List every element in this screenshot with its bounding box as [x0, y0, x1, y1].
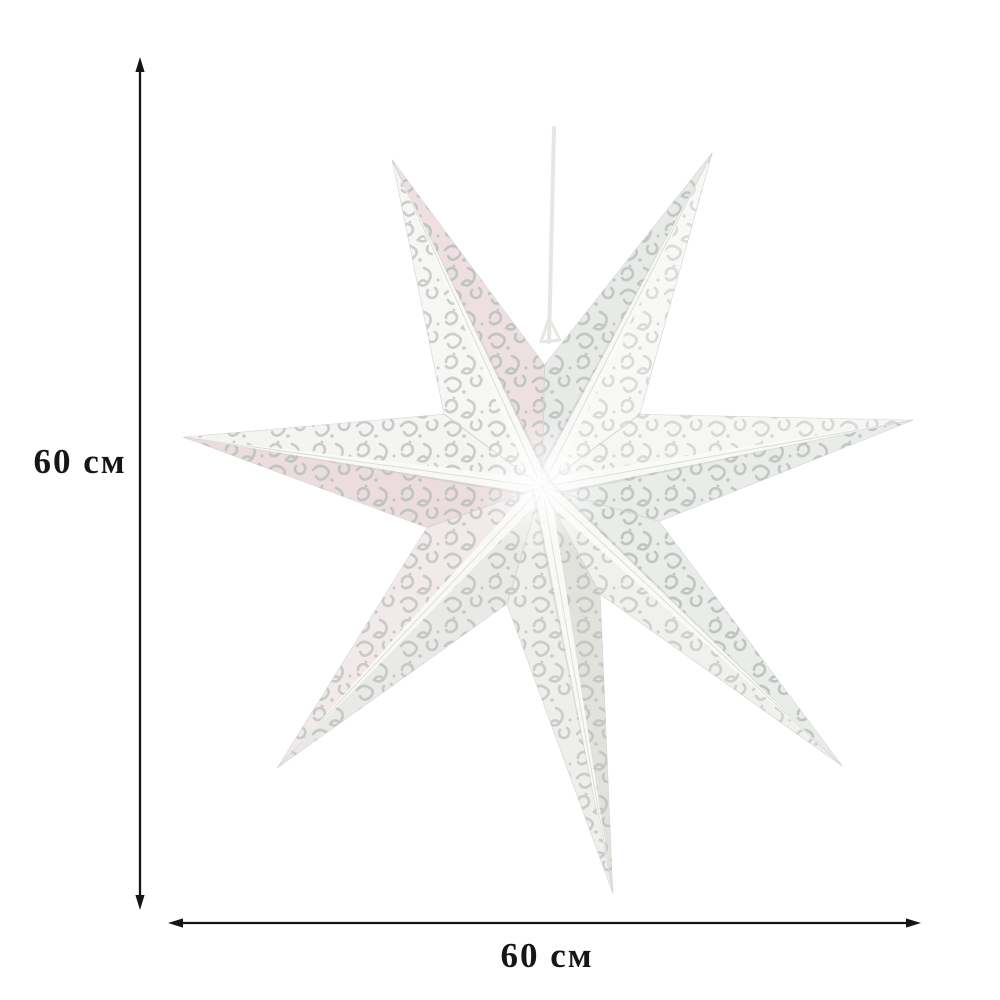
star-point-right: [540, 413, 914, 522]
dimension-arrows: [135, 57, 921, 928]
facet-cutout-pattern: [542, 420, 913, 522]
arrowhead: [906, 918, 921, 928]
ridge-fold: [534, 485, 613, 893]
hanging-cord: [539, 126, 562, 344]
star-point-top-right: [532, 152, 713, 491]
ridge-shading: [183, 437, 542, 498]
star-point-bottom: [506, 485, 614, 894]
ridge-shading: [392, 159, 552, 487]
width-dimension-label: 60 см: [500, 936, 594, 975]
ridge-fold: [540, 420, 913, 495]
ridge-fold: [183, 437, 544, 495]
ridge-shading: [542, 420, 913, 498]
arrowhead: [135, 57, 145, 72]
ridge-shading: [531, 487, 613, 893]
arrowhead: [135, 895, 145, 910]
facet-cutout-pattern: [506, 487, 613, 893]
width-dimension-arrow: [168, 918, 921, 928]
ridge-shading: [532, 152, 713, 487]
star-point-bottom-left: [276, 481, 548, 769]
facet-cutout-pattern: [183, 437, 542, 528]
height-dimension-label: 60 см: [33, 442, 127, 481]
cord-knot: [539, 316, 562, 344]
star-point-top-left: [391, 159, 552, 491]
height-dimension-arrow: [135, 57, 145, 910]
ridge-fold: [534, 152, 713, 491]
arrowhead: [168, 918, 183, 928]
center-highlight: [472, 417, 612, 557]
star-point-bottom-right: [536, 478, 843, 767]
paper-star: [183, 152, 914, 894]
ridge-fold: [392, 159, 550, 491]
star-point-left: [183, 413, 544, 528]
